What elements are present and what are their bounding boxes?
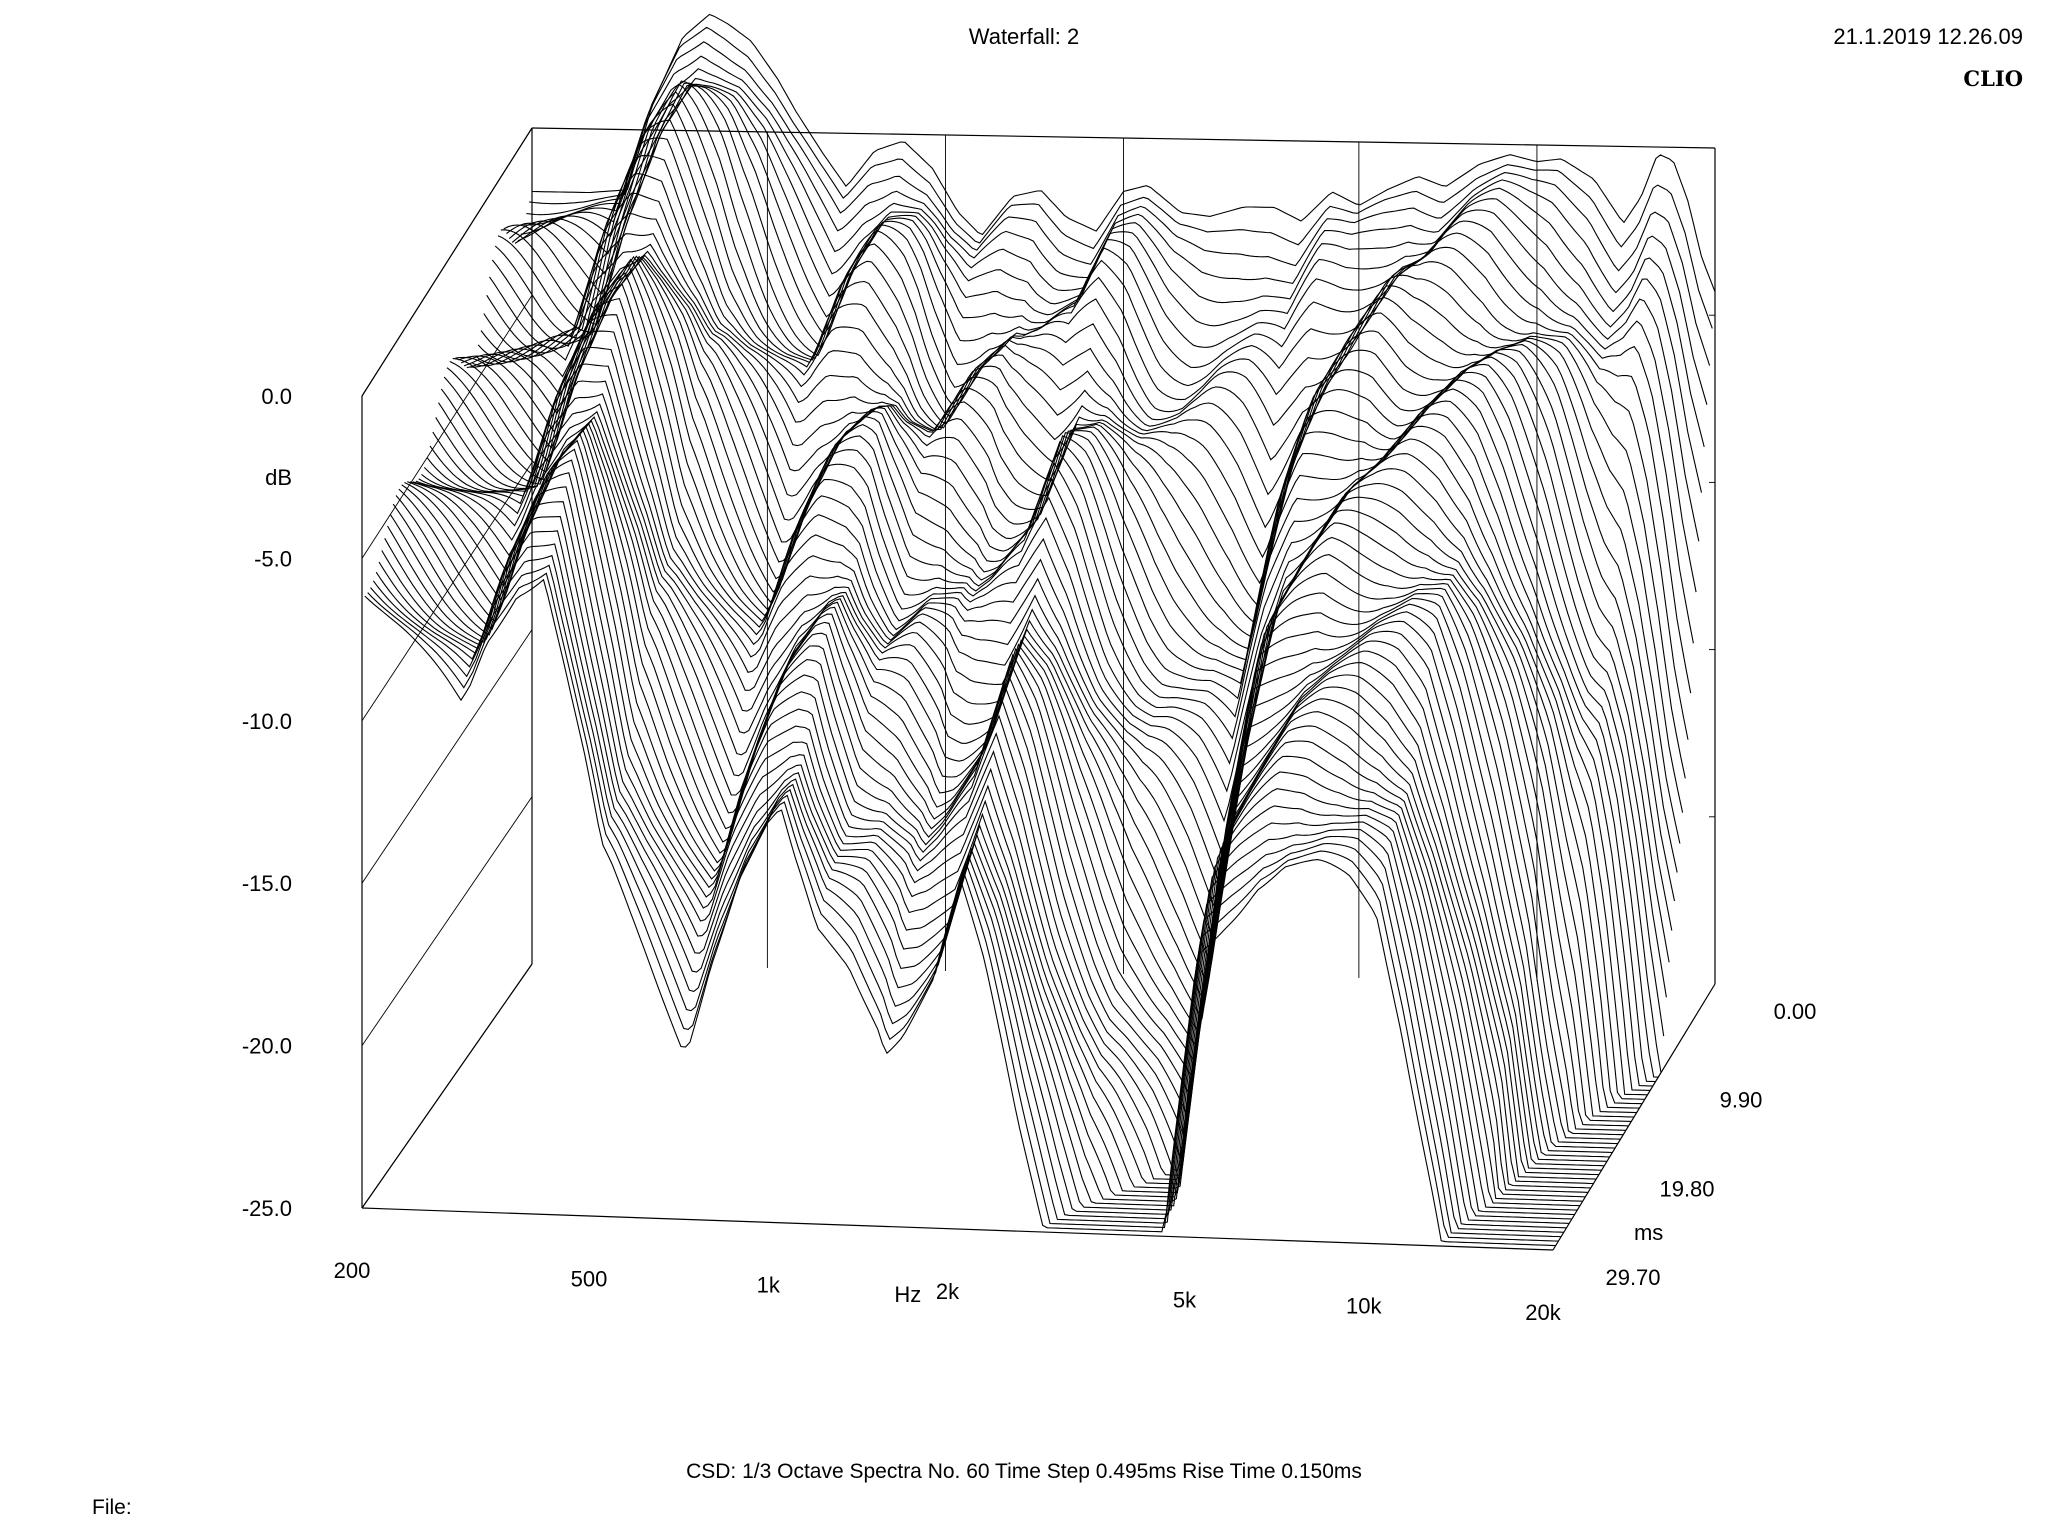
brand-logo: CLIO: [1963, 66, 2023, 91]
z-axis-label: ms: [1634, 1220, 1663, 1245]
spectrum-trace: [440, 297, 1629, 1127]
z-tick-label: 19.80: [1659, 1176, 1714, 1201]
spectrum-trace: [446, 272, 1635, 1118]
left-wall-gridline: [361, 963, 533, 1209]
spectrum-trace: [426, 380, 1616, 1149]
spectrum-trace: [395, 448, 1586, 1198]
spectrum-trace: [526, 41, 1711, 366]
spectrum-trace: [529, 26, 1713, 329]
y-axis-label: dB: [265, 465, 292, 490]
y-tick-label: -10.0: [242, 709, 292, 734]
left-wall-gridline: [361, 629, 533, 884]
spectrum-trace: [443, 283, 1632, 1122]
spectrum-trace: [389, 472, 1581, 1207]
x-axis-label: Hz: [894, 1282, 921, 1307]
spectrum-trace: [398, 439, 1589, 1193]
spectrum-trace: [407, 425, 1597, 1180]
spectrum-trace: [506, 82, 1692, 694]
spectrum-trace: [500, 83, 1686, 779]
spectrum-trace: [503, 80, 1689, 740]
spectrum-trace: [452, 258, 1640, 1109]
y-tick-label: -20.0: [242, 1034, 292, 1059]
timestamp: 21.1.2019 12.26.09: [1833, 24, 2023, 49]
spectra-traces: [364, 13, 1716, 1247]
spectrum-trace: [421, 403, 1610, 1158]
spectrum-trace: [370, 564, 1562, 1238]
chart-title: Waterfall: 2: [968, 24, 1080, 49]
measurement-info: CSD: 1/3 Octave Spectra No. 60 Time Step…: [686, 1460, 1362, 1483]
spectrum-trace: [466, 254, 1653, 1087]
left-wall-gridline: [361, 462, 533, 722]
axis-labels: 0.0 -5.0 -10.0 -15.0 -20.0 -25.0 dB 200 500 1k 2k 5…: [242, 384, 1817, 1325]
spectrum-trace: [449, 263, 1637, 1114]
spectrum-trace: [392, 459, 1583, 1202]
z-tick-label: 9.90: [1720, 1088, 1763, 1113]
spectrum-trace: [364, 578, 1556, 1247]
spectrum-trace: [489, 137, 1676, 902]
spectrum-trace: [410, 422, 1599, 1176]
spectrum-trace: [418, 410, 1608, 1162]
x-tick-label: 10k: [1346, 1294, 1382, 1319]
z-tick-label: 29.70: [1605, 1265, 1660, 1290]
spectrum-trace: [491, 119, 1678, 873]
x-tick-label: 200: [334, 1258, 371, 1283]
spectrum-trace: [531, 13, 1716, 292]
spectrum-trace: [458, 255, 1645, 1100]
z-tick-label: 0.00: [1774, 999, 1817, 1024]
spectrum-trace: [387, 486, 1578, 1211]
x-tick-label: 5k: [1173, 1287, 1197, 1312]
spectrum-trace: [520, 68, 1705, 448]
x-tick-label: 2k: [936, 1279, 960, 1304]
spectrum-trace: [435, 330, 1624, 1136]
x-tick-label: 20k: [1525, 1300, 1561, 1325]
spectrum-trace: [375, 543, 1567, 1229]
spectrum-trace: [438, 314, 1626, 1131]
spectrum-trace: [474, 232, 1662, 1073]
spectrum-trace: [432, 346, 1621, 1140]
floor-front-edge: [361, 1207, 1554, 1251]
spectrum-trace: [423, 393, 1613, 1154]
spectrum-trace: [455, 255, 1643, 1105]
spectrum-trace: [469, 250, 1656, 1083]
spectrum-trace: [472, 243, 1659, 1078]
spectrum-trace: [477, 212, 1665, 1037]
spectrum-trace: [401, 433, 1591, 1189]
spectrum-trace: [508, 84, 1694, 644]
spectrum-trace: [511, 85, 1697, 593]
file-label: File:: [92, 1496, 132, 1519]
spectrum-trace: [460, 255, 1648, 1096]
y-tick-label: -15.0: [242, 871, 292, 896]
y-tick-label: 0.0: [261, 384, 292, 409]
y-tick-label: -25.0: [242, 1196, 292, 1221]
spectrum-trace: [384, 501, 1575, 1216]
chart-frame: [361, 127, 1716, 1251]
left-wall-gridline: [361, 796, 533, 1046]
spectrum-trace: [494, 103, 1681, 844]
spectrum-trace: [372, 554, 1564, 1233]
x-tick-label: 1k: [757, 1273, 781, 1298]
spectrum-trace: [523, 55, 1708, 405]
spectrum-trace: [497, 91, 1684, 813]
x-tick-label: 500: [571, 1266, 608, 1291]
spectrum-trace: [404, 428, 1594, 1185]
left-wall-gridline: [361, 127, 533, 397]
spectrum-trace: [483, 173, 1670, 963]
y-tick-label: -5.0: [254, 546, 292, 571]
